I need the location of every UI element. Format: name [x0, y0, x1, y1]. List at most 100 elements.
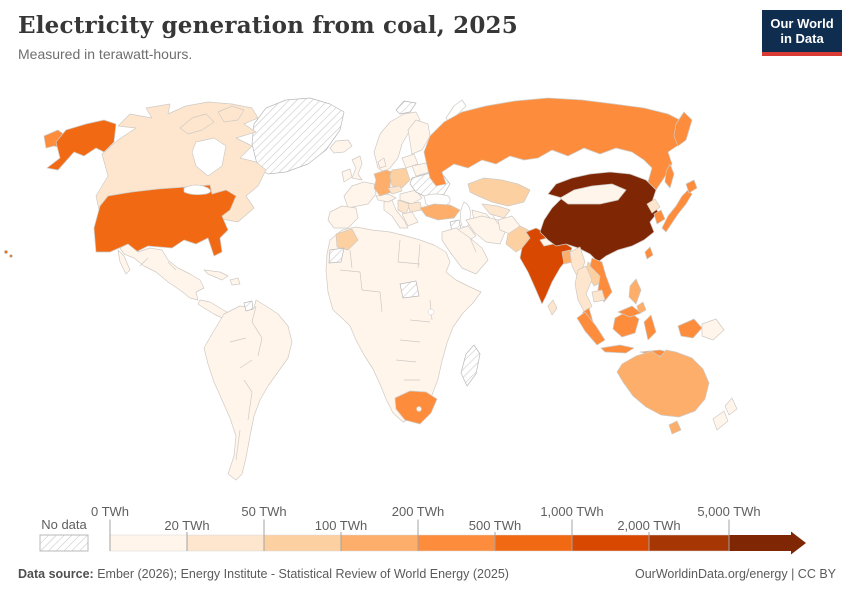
tick-label-4: 200 TWh [392, 504, 445, 519]
country-mexico-baja[interactable] [117, 249, 131, 275]
region-south-america[interactable] [203, 299, 293, 481]
country-russia-sakhalin[interactable] [664, 163, 675, 189]
country-borders [139, 213, 499, 461]
country-thailand[interactable] [574, 265, 593, 314]
owid-logo-line2: in Data [780, 31, 824, 47]
country-indonesia-java[interactable] [600, 344, 635, 354]
country-taiwan[interactable] [644, 246, 654, 260]
region-scandinavia[interactable] [373, 111, 421, 173]
country-indonesia-sumatra[interactable] [576, 311, 606, 346]
country-poland[interactable] [389, 167, 411, 189]
country-hispaniola[interactable] [229, 277, 241, 286]
country-russia-kamchatka[interactable] [673, 111, 693, 147]
country-japan-hokkaido[interactable] [685, 179, 698, 194]
country-indonesia-papua[interactable] [677, 318, 703, 339]
country-kazakhstan[interactable] [467, 177, 531, 207]
tick-label-3: 100 TWh [315, 518, 368, 533]
country-philippines[interactable] [628, 278, 642, 305]
country-usa-hawaii[interactable] [4, 250, 8, 254]
page-subtitle: Measured in terawatt-hours. [18, 46, 193, 62]
tick-label-7: 2,000 TWh [617, 518, 680, 533]
country-canada-arctic-1[interactable] [179, 113, 215, 135]
map-legend: No data 0 TWh 20 [39, 504, 806, 555]
tick-label-8: 5,000 TWh [697, 504, 760, 519]
country-iceland[interactable] [329, 139, 353, 154]
tick-label-1: 20 TWh [164, 518, 209, 533]
legend-bin-5[interactable] [494, 534, 573, 552]
country-new-zealand-south[interactable] [712, 410, 729, 431]
country-mexico[interactable] [119, 243, 205, 301]
great-lakes [183, 184, 211, 196]
country-sri-lanka[interactable] [547, 299, 558, 316]
country-madagascar[interactable] [460, 344, 481, 387]
data-source: Data source: Ember (2026); Energy Instit… [18, 567, 509, 581]
header: Electricity generation from coal, 2025 M… [18, 12, 518, 62]
data-source-label: Data source: [18, 567, 94, 581]
legend-bin-2[interactable] [263, 534, 342, 552]
country-united-kingdom[interactable] [351, 155, 363, 181]
data-source-text: Ember (2026); Energy Institute - Statist… [93, 567, 509, 581]
country-morocco[interactable] [335, 228, 359, 251]
tick-label-5: 500 TWh [469, 518, 522, 533]
region-baltics[interactable] [401, 153, 419, 169]
legend-bin-4[interactable] [417, 534, 496, 552]
country-south-korea[interactable] [653, 209, 666, 225]
country-usa-alaska[interactable] [46, 119, 117, 171]
country-indonesia-sulawesi[interactable] [643, 314, 657, 341]
footer: Data source: Ember (2026); Energy Instit… [18, 567, 836, 581]
country-new-zealand-north[interactable] [724, 397, 738, 416]
country-usa-hawaii-2[interactable] [9, 254, 13, 258]
no-data-label: No data [41, 517, 87, 532]
country-ireland[interactable] [341, 168, 353, 183]
country-malaysia-borneo[interactable] [617, 305, 642, 318]
page-title: Electricity generation from coal, 2025 [18, 12, 518, 39]
region-hungary-romania[interactable] [399, 189, 423, 205]
country-russia[interactable] [423, 97, 689, 191]
country-turkey[interactable] [419, 203, 461, 221]
world-choropleth-map [4, 97, 738, 481]
country-south-sudan[interactable] [399, 280, 420, 299]
country-australia[interactable] [616, 349, 710, 418]
country-czechia[interactable] [387, 185, 403, 195]
country-western-sahara[interactable] [328, 247, 345, 264]
credit-link[interactable]: OurWorldinData.org/energy | CC BY [634, 567, 836, 581]
country-south-africa[interactable] [394, 390, 438, 425]
country-greenland[interactable] [251, 97, 345, 175]
legend-bin-1[interactable] [186, 534, 265, 552]
country-usa[interactable] [93, 184, 237, 257]
region-arabia[interactable] [441, 227, 489, 275]
country-vietnam[interactable] [589, 257, 613, 303]
legend-bin-0[interactable] [109, 534, 188, 552]
country-papua-new-guinea[interactable] [701, 318, 725, 341]
country-canada-arctic-2[interactable] [217, 105, 245, 123]
country-uzbekistan[interactable] [481, 203, 511, 219]
country-svalbard[interactable] [395, 100, 417, 115]
country-france[interactable] [343, 181, 377, 209]
country-mongolia[interactable] [559, 183, 627, 205]
owid-logo[interactable]: Our World in Data [762, 10, 842, 56]
country-australia-tasmania[interactable] [668, 420, 682, 435]
country-bulgaria[interactable] [407, 201, 423, 213]
country-japan[interactable] [661, 189, 693, 233]
legend-bin-7[interactable] [648, 534, 730, 552]
country-italy[interactable] [383, 199, 409, 229]
country-denmark[interactable] [377, 157, 387, 169]
legend-bin-8-arrow[interactable] [729, 531, 806, 555]
country-greece[interactable] [401, 211, 419, 227]
tick-label-0: 0 TWh [91, 504, 129, 519]
owid-logo-line1: Our World [770, 16, 834, 31]
legend-bin-3[interactable] [340, 534, 419, 552]
region-iberia[interactable] [327, 205, 359, 229]
no-data-swatch[interactable] [39, 534, 89, 552]
country-cambodia[interactable] [591, 289, 606, 303]
region-africa[interactable] [325, 226, 482, 423]
country-french-guiana[interactable] [243, 300, 254, 312]
country-north-korea[interactable] [646, 198, 661, 214]
lake-victoria [427, 308, 435, 316]
country-cuba[interactable] [203, 269, 229, 281]
tick-label-2: 50 TWh [241, 504, 286, 519]
country-iran[interactable] [465, 215, 507, 245]
legend-bin-6[interactable] [571, 534, 650, 552]
country-germany[interactable] [373, 169, 393, 197]
